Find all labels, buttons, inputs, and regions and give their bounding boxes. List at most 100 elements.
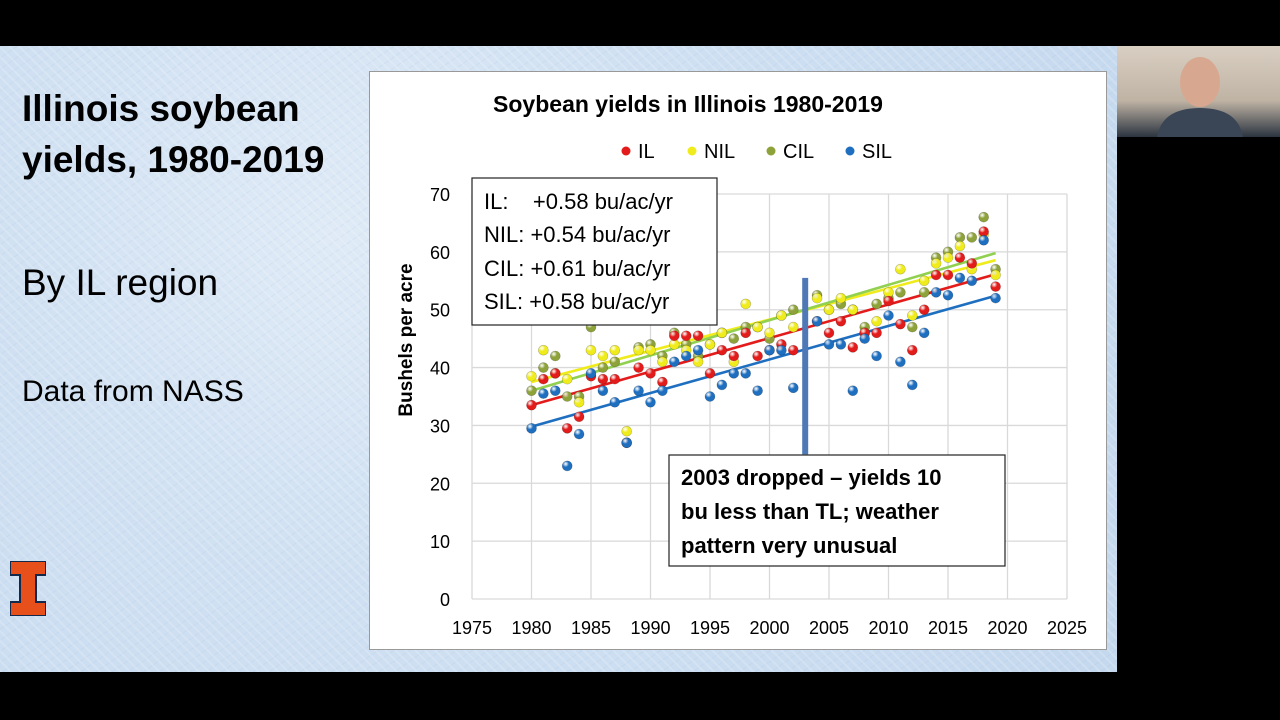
data-point-il	[668, 330, 680, 342]
data-point-il	[573, 411, 585, 423]
data-point-il	[526, 399, 537, 411]
data-point-sil	[752, 385, 763, 397]
data-point-sil	[621, 437, 633, 449]
data-point-sil	[847, 385, 859, 397]
data-point-nil	[871, 315, 882, 327]
data-point-sil	[835, 339, 847, 350]
data-point-il	[906, 344, 918, 356]
x-tick-label: 2025	[1047, 618, 1087, 638]
data-point-sil	[597, 385, 609, 397]
y-tick-label: 10	[430, 532, 450, 552]
data-point-cil	[906, 321, 918, 333]
data-point-nil	[633, 344, 644, 356]
data-point-sil	[883, 310, 894, 321]
presenter-silhouette	[1157, 57, 1243, 137]
data-point-nil	[764, 327, 775, 339]
y-tick-label: 30	[430, 416, 450, 436]
trend-line-sil: SIL: +0.58 bu/ac/yr	[484, 289, 669, 314]
data-point-nil	[918, 275, 930, 287]
data-point-cil	[538, 362, 549, 373]
x-tick-label: 1995	[690, 618, 730, 638]
data-point-cil	[966, 232, 978, 243]
data-point-sil	[859, 333, 871, 344]
data-point-nil	[776, 310, 787, 321]
annotation-line-3: pattern very unusual	[681, 533, 897, 558]
data-point-sil	[561, 460, 573, 472]
data-point-il	[871, 327, 882, 339]
data-point-sil	[954, 272, 966, 284]
data-point-nil	[657, 356, 668, 368]
data-points	[526, 211, 1001, 472]
legend-marker-sil	[845, 146, 855, 156]
data-point-nil	[823, 304, 835, 316]
trendline-sil	[531, 294, 996, 428]
data-point-nil	[787, 321, 799, 333]
annotation-line-2: bu less than TL; weather	[681, 499, 939, 524]
y-tick-label: 20	[430, 474, 450, 494]
data-point-il	[752, 350, 763, 362]
data-point-sil	[680, 350, 692, 362]
data-point-il	[550, 368, 561, 379]
data-point-il	[990, 281, 1001, 292]
data-point-nil	[526, 370, 537, 382]
data-point-nil	[597, 350, 609, 362]
data-point-il	[740, 327, 752, 339]
data-point-cil	[787, 304, 799, 316]
data-point-il	[680, 330, 692, 342]
x-tick-label: 2010	[868, 618, 908, 638]
data-point-sil	[633, 385, 644, 397]
data-point-nil	[752, 321, 763, 333]
legend-marker-il	[621, 146, 631, 156]
data-point-sil	[728, 368, 740, 379]
data-point-nil	[538, 344, 549, 356]
annotation-box: 2003 dropped – yields 10 bu less than TL…	[668, 454, 1006, 567]
data-point-cil	[609, 356, 621, 368]
data-point-sil	[668, 356, 680, 368]
data-point-nil	[942, 252, 954, 263]
data-point-il	[847, 342, 859, 353]
data-point-il	[645, 368, 656, 379]
data-point-cil	[728, 333, 740, 344]
x-tick-label: 1985	[571, 618, 611, 638]
data-point-sil	[823, 339, 835, 350]
presenter-webcam	[1117, 46, 1280, 137]
data-point-il	[716, 344, 728, 356]
data-point-nil	[609, 344, 621, 356]
data-point-nil	[561, 373, 573, 385]
data-point-il	[823, 327, 835, 339]
data-point-il	[609, 373, 621, 385]
x-tick-label: 2005	[809, 618, 849, 638]
data-point-nil	[645, 344, 656, 356]
data-point-il	[942, 269, 954, 281]
data-point-il	[704, 368, 716, 379]
data-point-sil	[692, 344, 704, 356]
data-point-nil	[692, 356, 704, 368]
data-point-sil	[906, 379, 918, 391]
data-point-cil	[526, 385, 537, 397]
y-axis-label: Bushels per acre	[396, 263, 417, 416]
trendline-cil	[531, 251, 996, 392]
data-point-sil	[526, 423, 537, 434]
data-point-nil	[585, 344, 597, 356]
data-point-nil	[954, 240, 966, 252]
data-point-sil	[550, 385, 561, 397]
data-point-sil	[585, 368, 597, 379]
year-2003-marker	[802, 277, 809, 455]
data-point-nil	[906, 310, 918, 321]
x-tick-label: 1990	[630, 618, 670, 638]
data-point-sil	[811, 315, 823, 327]
x-tick-label: 2015	[928, 618, 968, 638]
y-tick-label: 50	[430, 301, 450, 321]
trend-line-cil: CIL: +0.61 bu/ac/yr	[484, 256, 671, 281]
slide-source: Data from NASS	[22, 375, 244, 408]
data-point-nil	[895, 263, 906, 275]
data-point-nil	[740, 298, 752, 310]
data-point-sil	[966, 275, 978, 287]
data-point-sil	[657, 385, 668, 397]
data-point-cil	[597, 362, 609, 373]
data-point-il	[966, 258, 978, 269]
data-point-sil	[787, 382, 799, 394]
data-point-nil	[573, 396, 585, 408]
y-tick-label: 0	[440, 590, 450, 610]
legend-label-sil: SIL	[862, 141, 892, 163]
